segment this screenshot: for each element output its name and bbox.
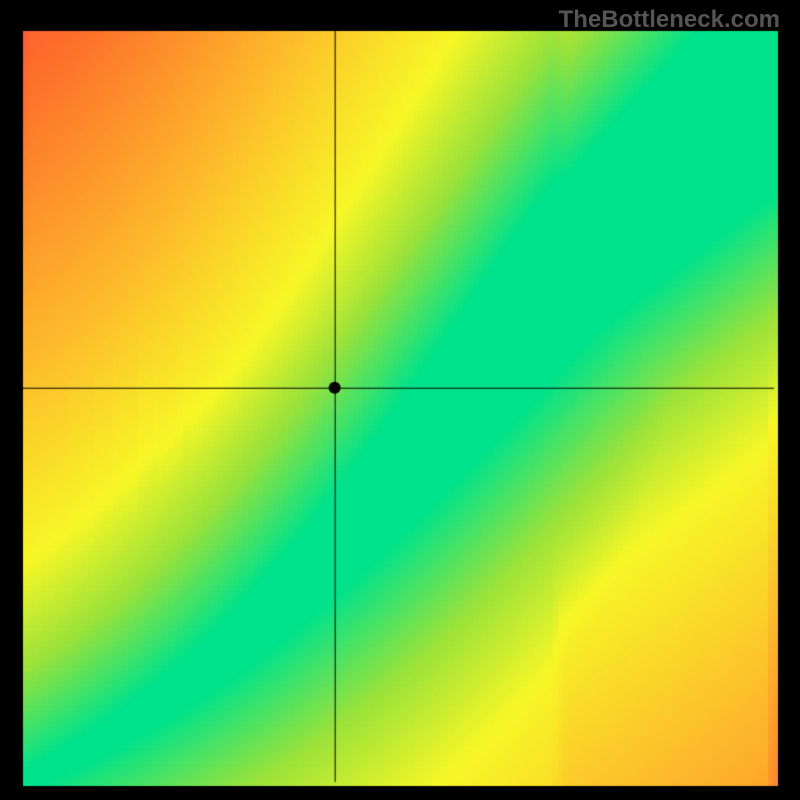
watermark-text: TheBottleneck.com bbox=[559, 6, 780, 34]
bottleneck-heatmap bbox=[0, 0, 800, 800]
